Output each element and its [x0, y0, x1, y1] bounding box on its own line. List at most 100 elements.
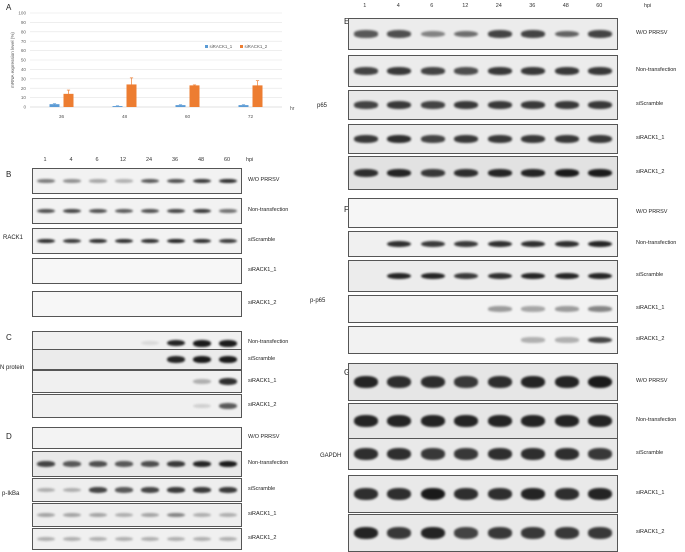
blot-band: [521, 240, 546, 248]
row-label-scr: siScramble: [636, 101, 664, 107]
blot-band: [218, 208, 238, 214]
blot-band: [588, 272, 613, 280]
blot-band: [353, 169, 378, 177]
blot-band: [487, 306, 512, 312]
blot-band: [387, 415, 412, 427]
blot-band: [36, 178, 56, 184]
row-label-wo: W/O PRRSV: [248, 434, 280, 440]
blot-band: [218, 339, 238, 347]
blot-band: [420, 527, 445, 539]
time-point-label: 6: [430, 3, 434, 9]
blot-band: [521, 101, 546, 109]
blot-band: [353, 101, 378, 109]
row-label-si2: siRACK1_2: [248, 402, 277, 408]
y-axis-label: mRNA expression level (%): [10, 32, 15, 88]
blot-band: [353, 376, 378, 388]
panel-a-letter: A: [6, 3, 12, 12]
row-label-non: Non-transfection: [636, 67, 677, 73]
blot-band: [521, 376, 546, 388]
blot-band: [166, 339, 186, 347]
blot-band: [353, 448, 378, 460]
blot-band: [554, 101, 579, 109]
blot-band: [588, 169, 613, 177]
panel-f-letter: F: [344, 205, 349, 214]
row-label-scr: siScramble: [248, 355, 276, 362]
blot-band: [487, 376, 512, 388]
row-label-non: Non-transfection: [248, 339, 289, 345]
blot-band: [88, 536, 108, 542]
blot-band: [487, 415, 512, 427]
blot-band: [192, 208, 212, 214]
blot-band: [192, 461, 212, 467]
blot-d-scr: [32, 478, 242, 502]
blot-band: [487, 488, 512, 500]
blot-band: [140, 238, 160, 244]
blot-band: [588, 527, 613, 539]
blot-band: [554, 240, 579, 248]
blot-band: [588, 135, 613, 143]
blot-band: [588, 30, 613, 38]
blot-band: [487, 169, 512, 177]
blot-band: [88, 238, 108, 244]
blot-band: [166, 487, 186, 493]
y-tick-label: 20: [21, 86, 27, 91]
row-label-scr: siScramble: [248, 486, 276, 492]
y-tick-label: 30: [21, 76, 27, 81]
blot-band: [192, 378, 212, 384]
blot-band: [554, 135, 579, 143]
time-point-label: 48: [562, 3, 569, 9]
blot-band: [192, 238, 212, 244]
blot-band: [420, 240, 445, 248]
blot-band: [353, 527, 378, 539]
y-tick-label: 0: [23, 105, 26, 110]
blot-band: [554, 448, 579, 460]
protein-label-pp65: p-p65: [310, 298, 326, 304]
blot-band: [387, 527, 412, 539]
blot-e-wo: [348, 18, 618, 50]
blot-band: [192, 512, 212, 518]
row-label-wo: W/O PRRSV: [636, 30, 668, 36]
blot-b-non: [32, 198, 242, 224]
blot-band: [521, 67, 546, 75]
blot-band: [36, 487, 56, 493]
blot-band: [192, 403, 212, 409]
blot-band: [387, 240, 412, 248]
blot-band: [588, 306, 613, 312]
blot-band: [420, 169, 445, 177]
blot-band: [420, 30, 445, 38]
blot-band: [218, 238, 238, 244]
protein-label-gapdh: GAPDH: [320, 453, 342, 459]
time-point-label: 4: [396, 3, 400, 9]
blot-c-si1: [32, 370, 242, 393]
blot-band: [454, 527, 479, 539]
blot-band: [192, 536, 212, 542]
blot-band: [166, 356, 186, 363]
blot-band: [588, 67, 613, 75]
blot-band: [420, 448, 445, 460]
blot-band: [521, 415, 546, 427]
blot-band: [114, 512, 134, 518]
blot-band: [62, 179, 82, 183]
blot-band: [454, 101, 479, 109]
blot-g-scr: [348, 438, 618, 470]
blot-band: [140, 461, 160, 467]
blot-e-si2: [348, 156, 618, 190]
time-point-label: 24: [495, 3, 502, 9]
blot-band: [166, 536, 186, 542]
blot-band: [554, 169, 579, 177]
blot-band: [588, 415, 613, 427]
blot-band: [487, 527, 512, 539]
y-tick-label: 10: [21, 95, 27, 100]
blot-e-scr: [348, 90, 618, 120]
x-tick-label: 36: [59, 114, 65, 120]
y-tick-label: 100: [18, 11, 26, 16]
blot-d-si1: [32, 503, 242, 527]
row-label-si2: siRACK1_2: [636, 336, 665, 342]
blot-band: [454, 272, 479, 280]
blot-g-si2: [348, 514, 618, 552]
blot-band: [218, 512, 238, 518]
blot-d-si2: [32, 528, 242, 550]
blot-band: [487, 67, 512, 75]
blot-band: [353, 415, 378, 427]
blot-band: [588, 488, 613, 500]
